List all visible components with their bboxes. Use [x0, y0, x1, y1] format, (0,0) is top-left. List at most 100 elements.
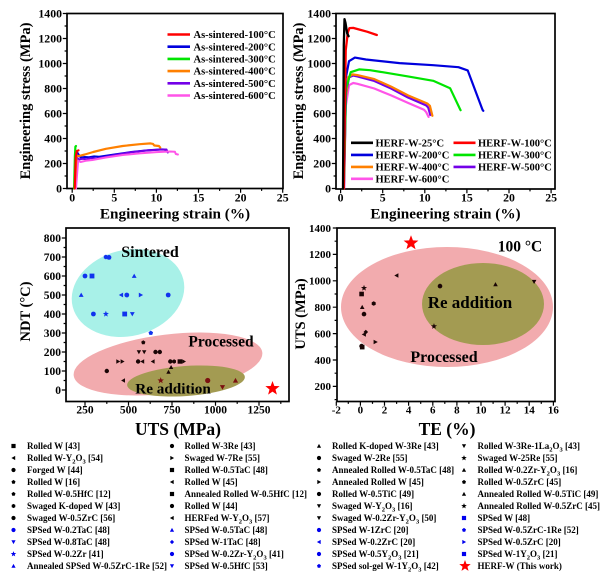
svg-text:Swaged W-25Re [55]: Swaged W-25Re [55] [478, 453, 558, 463]
svg-text:10: 10 [419, 191, 431, 205]
svg-text:HERF-W-100°C: HERF-W-100°C [478, 138, 552, 149]
svg-text:1400: 1400 [307, 6, 331, 20]
svg-text:Sintered: Sintered [121, 244, 179, 261]
svg-text:500: 500 [120, 405, 138, 417]
svg-text:6: 6 [430, 405, 436, 417]
svg-text:1200: 1200 [307, 31, 331, 45]
svg-text:15: 15 [193, 191, 205, 205]
svg-text:HERF-W-200°C: HERF-W-200°C [376, 151, 450, 162]
svg-text:600: 600 [313, 106, 331, 120]
svg-text:SPSed W-1ZrC [20]: SPSed W-1ZrC [20] [332, 525, 409, 535]
svg-text:Rolled K-doped W-3Re [43]: Rolled K-doped W-3Re [43] [332, 441, 439, 451]
svg-text:Swaged W-0.2Zr-Y2​O3​ [50]: Swaged W-0.2Zr-Y2​O3​ [50] [332, 513, 436, 525]
svg-text:2: 2 [382, 405, 388, 417]
svg-text:1400: 1400 [309, 223, 332, 235]
svg-text:Rolled W [43]: Rolled W [43] [27, 441, 80, 451]
svg-text:200: 200 [44, 156, 62, 170]
svg-text:500: 500 [44, 290, 62, 302]
svg-text:20: 20 [503, 191, 515, 205]
svg-text:10: 10 [151, 191, 163, 205]
svg-text:As-sintered-100°C: As-sintered-100°C [194, 30, 276, 41]
svg-text:4: 4 [406, 405, 412, 417]
svg-text:HERF-W-500°C: HERF-W-500°C [478, 163, 552, 174]
svg-text:Rolled W-0.5TaC [48]: Rolled W-0.5TaC [48] [185, 465, 268, 475]
svg-text:HERF-W-300°C: HERF-W-300°C [478, 151, 552, 162]
svg-text:Swaged W-0.5ZrC [56]: Swaged W-0.5ZrC [56] [27, 513, 115, 523]
svg-text:SPSed W-0.2Zr-Y2​O3​ [41]: SPSed W-0.2Zr-Y2​O3​ [41] [185, 549, 284, 561]
svg-text:Processed: Processed [410, 349, 477, 366]
svg-text:Engineering strain (%): Engineering strain (%) [370, 206, 520, 223]
svg-text:SPSed W-0.2TaC [48]: SPSed W-0.2TaC [48] [27, 525, 110, 535]
svg-text:Rolled W-3Re-1La2​O3​ [43]: Rolled W-3Re-1La2​O3​ [43] [478, 441, 581, 453]
svg-text:1000: 1000 [307, 56, 331, 70]
svg-text:400: 400 [313, 131, 331, 145]
svg-text:25: 25 [545, 191, 557, 205]
svg-text:0: 0 [325, 181, 331, 195]
svg-text:200: 200 [313, 156, 331, 170]
svg-text:400: 400 [44, 309, 62, 321]
svg-text:Rolled W-3Re [43]: Rolled W-3Re [43] [185, 441, 256, 451]
svg-text:250: 250 [76, 405, 94, 417]
svg-text:15: 15 [461, 191, 473, 205]
svg-text:400: 400 [315, 355, 332, 367]
svg-text:25: 25 [277, 191, 289, 205]
svg-text:Swaged W-2Re [55]: Swaged W-2Re [55] [332, 453, 408, 463]
svg-text:As-sintered-400°C: As-sintered-400°C [194, 67, 276, 78]
svg-text:Rolled W-0.5TiC [49]: Rolled W-0.5TiC [49] [332, 489, 414, 499]
svg-text:200: 200 [315, 381, 332, 393]
svg-text:Rolled W [16]: Rolled W [16] [27, 477, 80, 487]
svg-text:5: 5 [380, 191, 386, 205]
svg-text:1000: 1000 [309, 276, 332, 288]
svg-text:Swaged W-Y2​O3​ [16]: Swaged W-Y2​O3​ [16] [332, 501, 413, 513]
svg-text:Annealed Rolled W-0.5TaC [48]: Annealed Rolled W-0.5TaC [48] [332, 465, 454, 475]
svg-text:16: 16 [548, 405, 560, 417]
svg-text:SPSed W-1TaC [48]: SPSed W-1TaC [48] [185, 537, 261, 547]
svg-text:Annealed Rolled W-0.5HfC [12]: Annealed Rolled W-0.5HfC [12] [185, 489, 308, 499]
svg-text:8: 8 [454, 405, 460, 417]
svg-text:SPSed W [48]: SPSed W [48] [478, 513, 531, 523]
svg-text:600: 600 [44, 106, 62, 120]
svg-text:HERFed W-Y2​O3​ [57]: HERFed W-Y2​O3​ [57] [185, 513, 270, 525]
svg-text:SPSed W-0.8TaC [48]: SPSed W-0.8TaC [48] [27, 537, 110, 547]
svg-text:100 °C: 100 °C [498, 239, 543, 256]
svg-text:SPSed W-0.5ZrC-1Re [52]: SPSed W-0.5ZrC-1Re [52] [478, 525, 579, 535]
svg-text:Forged W [44]: Forged W [44] [27, 465, 83, 475]
svg-text:Rolled W [45]: Rolled W [45] [185, 477, 238, 487]
svg-text:Re addition: Re addition [428, 293, 513, 312]
svg-text:HERF-W-400°C: HERF-W-400°C [376, 163, 450, 174]
svg-text:Rolled W-0.5HfC [12]: Rolled W-0.5HfC [12] [27, 489, 111, 499]
svg-text:800: 800 [315, 302, 332, 314]
svg-text:SPSed W-0.5HfC [53]: SPSed W-0.5HfC [53] [185, 561, 268, 571]
svg-text:1250: 1250 [248, 405, 271, 417]
svg-text:Annealed Rolled W-0.5ZrC [45]: Annealed Rolled W-0.5ZrC [45] [478, 501, 600, 511]
svg-text:NDT (°C): NDT (°C) [18, 281, 34, 341]
svg-text:SPSed W-0.5Y2​O3​ [21]: SPSed W-0.5Y2​O3​ [21] [332, 549, 419, 561]
svg-text:0: 0 [55, 385, 61, 397]
svg-text:700: 700 [44, 252, 62, 264]
svg-text:SPSed W-0.2Zr [41]: SPSed W-0.2Zr [41] [27, 549, 104, 559]
svg-text:800: 800 [44, 81, 62, 95]
svg-text:Rolled W [44]: Rolled W [44] [185, 501, 238, 511]
svg-text:Engineering strain (%): Engineering strain (%) [100, 206, 250, 223]
svg-text:SPSed W-1Y2​O3​ [21]: SPSed W-1Y2​O3​ [21] [478, 549, 558, 561]
svg-text:HERF-W-25°C: HERF-W-25°C [376, 138, 445, 149]
svg-text:750: 750 [163, 405, 181, 417]
svg-text:Swaged K-doped W [43]: Swaged K-doped W [43] [27, 501, 120, 511]
svg-text:UTS (MPa): UTS (MPa) [293, 278, 309, 349]
svg-text:5: 5 [111, 191, 117, 205]
svg-text:20: 20 [235, 191, 247, 205]
svg-text:1200: 1200 [38, 31, 62, 45]
svg-text:12: 12 [500, 405, 512, 417]
svg-text:600: 600 [315, 328, 332, 340]
svg-text:As-sintered-200°C: As-sintered-200°C [194, 42, 276, 53]
svg-text:HERF-W-600°C: HERF-W-600°C [376, 174, 450, 185]
svg-text:SPSed sol-gel W-1Y2​O3​ [42]: SPSed sol-gel W-1Y2​O3​ [42] [332, 561, 439, 573]
svg-text:HERF-W (This work): HERF-W (This work) [478, 561, 562, 571]
svg-text:SPSed W-0.5TaC [48]: SPSed W-0.5TaC [48] [185, 525, 268, 535]
svg-text:Re addition: Re addition [135, 381, 211, 398]
svg-text:600: 600 [44, 271, 62, 283]
svg-text:Swaged W-7Re [55]: Swaged W-7Re [55] [185, 453, 261, 463]
svg-text:As-sintered-500°C: As-sintered-500°C [194, 79, 276, 90]
svg-text:14: 14 [524, 405, 536, 417]
svg-text:100: 100 [44, 366, 62, 378]
